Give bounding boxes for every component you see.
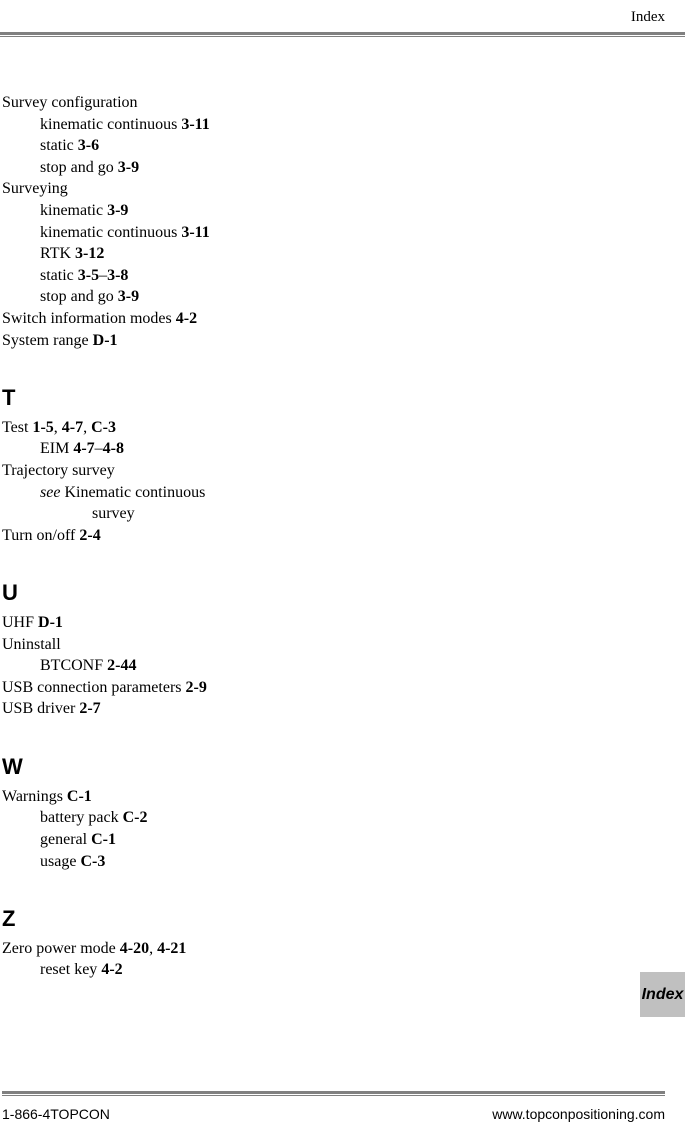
index-entry: survey [92, 503, 655, 525]
index-entry: System range D-1 [2, 330, 655, 352]
index-entry: see Kinematic continuous [40, 482, 655, 504]
section-letter: W [2, 752, 655, 782]
index-entry: Turn on/off 2-4 [2, 525, 655, 547]
header-title: Index [631, 9, 665, 25]
index-entry: USB driver 2-7 [2, 698, 655, 720]
footer-rule-thin [2, 1095, 665, 1096]
header-rule-thick [0, 32, 685, 35]
index-entry: reset key 4-2 [40, 959, 655, 981]
index-entry: Survey configuration [2, 92, 655, 114]
index-entry: Surveying [2, 178, 655, 200]
index-entry: Warnings C-1 [2, 786, 655, 808]
index-entry: BTCONF 2-44 [40, 655, 655, 677]
index-entry: usage C-3 [40, 851, 655, 873]
index-entry: stop and go 3-9 [40, 157, 655, 179]
index-entry: static 3-6 [40, 135, 655, 157]
index-entry: Test 1-5, 4-7, C-3 [2, 417, 655, 439]
section-letter: Z [2, 904, 655, 934]
section-letter: U [2, 578, 655, 608]
index-content: Survey configurationkinematic continuous… [0, 37, 685, 981]
index-entry: EIM 4-7–4-8 [40, 438, 655, 460]
section-letter: T [2, 383, 655, 413]
footer-rule-thick [2, 1091, 665, 1094]
index-entry: battery pack C-2 [40, 807, 655, 829]
index-entry: kinematic 3-9 [40, 200, 655, 222]
footer-url: www.topconpositioning.com [492, 1106, 665, 1122]
page-footer: 1-866-4TOPCON www.topconpositioning.com [0, 1091, 685, 1134]
index-entry: Trajectory survey [2, 460, 655, 482]
index-entry: Uninstall [2, 634, 655, 656]
index-entry: UHF D-1 [2, 612, 655, 634]
footer-phone: 1-866-4TOPCON [2, 1106, 110, 1122]
index-entry: kinematic continuous 3-11 [40, 222, 655, 244]
index-entry: Switch information modes 4-2 [2, 308, 655, 330]
index-entry: kinematic continuous 3-11 [40, 114, 655, 136]
index-tab: Index [640, 972, 685, 1017]
index-entry: USB connection parameters 2-9 [2, 677, 655, 699]
index-entry: Zero power mode 4-20, 4-21 [2, 938, 655, 960]
index-entry: general C-1 [40, 829, 655, 851]
page-header: Index [0, 0, 685, 30]
index-entry: stop and go 3-9 [40, 286, 655, 308]
index-entry: static 3-5–3-8 [40, 265, 655, 287]
footer-row: 1-866-4TOPCON www.topconpositioning.com [2, 1106, 665, 1122]
index-entry: RTK 3-12 [40, 243, 655, 265]
index-tab-label: Index [642, 986, 684, 1004]
